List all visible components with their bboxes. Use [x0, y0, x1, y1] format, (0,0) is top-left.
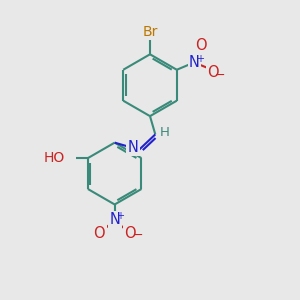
- Text: N: N: [109, 212, 120, 227]
- Text: Br: Br: [142, 25, 158, 39]
- Text: O: O: [207, 64, 219, 80]
- Text: O: O: [195, 38, 207, 53]
- Text: O: O: [124, 226, 136, 241]
- Text: −: −: [133, 229, 143, 242]
- Text: HO: HO: [44, 151, 65, 165]
- Text: +: +: [116, 211, 124, 221]
- Text: O: O: [94, 226, 105, 241]
- Text: −: −: [215, 69, 225, 82]
- Text: +: +: [196, 54, 204, 64]
- Text: N: N: [189, 55, 200, 70]
- Text: N: N: [127, 140, 138, 155]
- Text: H: H: [160, 126, 170, 140]
